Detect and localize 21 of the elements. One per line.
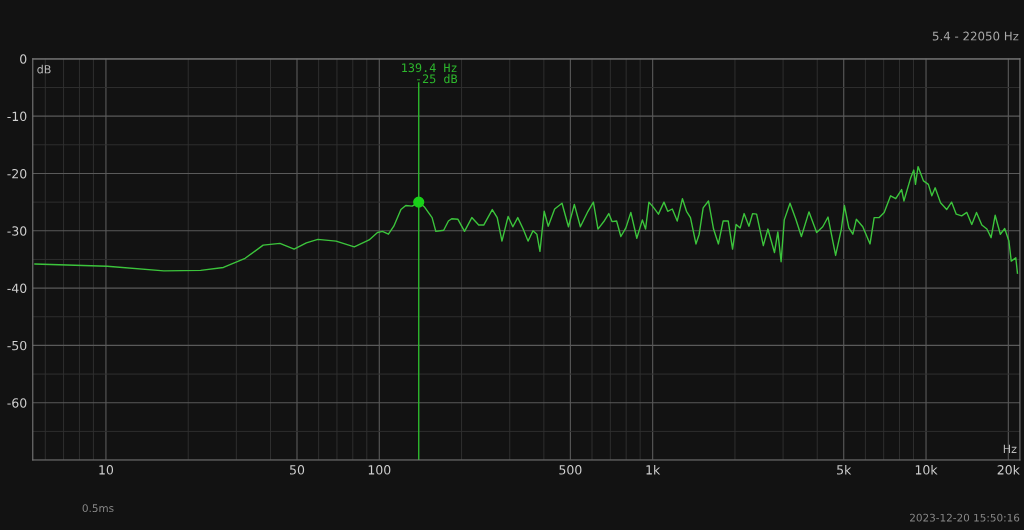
y-tick-label: -30	[7, 226, 27, 236]
x-tick-label: 1k	[646, 464, 661, 475]
text: 0.5ms	[82, 504, 114, 513]
y-tick-label: -50	[7, 340, 27, 351]
x-tick-label: 5k	[837, 464, 852, 475]
x-tick-label: 50	[290, 465, 305, 475]
x-tick-label: 10	[99, 465, 114, 475]
y-tick-label: -20	[7, 168, 27, 179]
ref-line-label: 139.4 Hz -25 dB	[402, 63, 458, 84]
x-axis-title: Hz	[1003, 444, 1017, 453]
x-tick-label: 500	[559, 465, 582, 475]
y-tick-label: -40	[7, 283, 27, 294]
y-tick-label: 0	[20, 54, 27, 64]
y-tick-label: -60	[7, 398, 27, 408]
x-tick-label: 20k	[997, 464, 1020, 475]
text: 2023-12-20 15:50:16	[910, 513, 1020, 522]
x-tick-label: 100	[368, 465, 391, 475]
chart-subtitle: 5.4 - 22050 Hz	[932, 31, 1019, 41]
y-tick-label: -10	[7, 111, 27, 122]
y-axis-title: dB	[37, 64, 51, 74]
x-tick-label: 10k	[915, 464, 938, 475]
